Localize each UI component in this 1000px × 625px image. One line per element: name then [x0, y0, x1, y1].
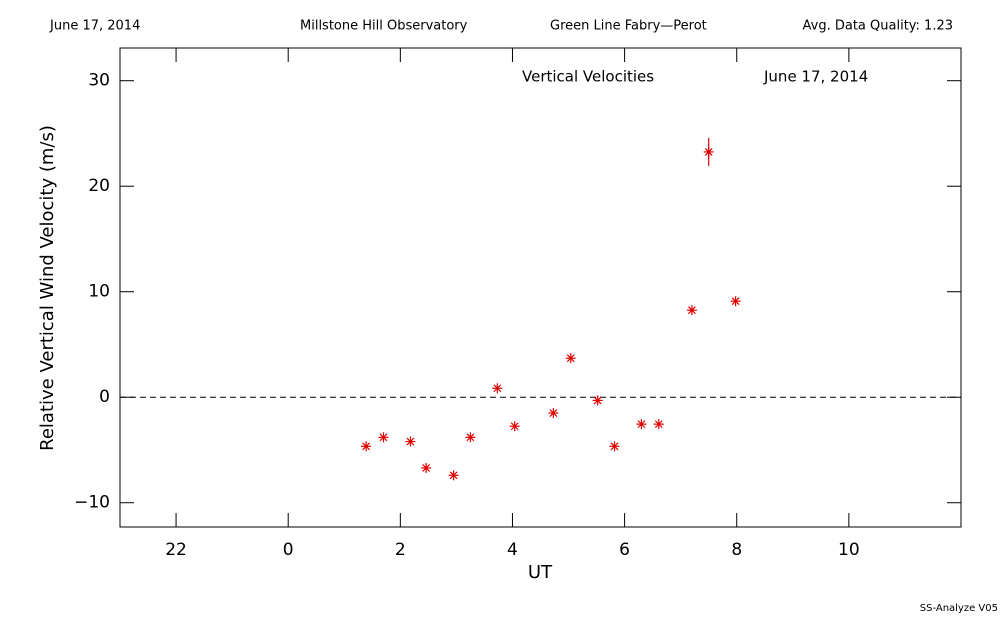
point: [609, 441, 620, 452]
y-tick-label: 0: [99, 387, 110, 407]
star-stroke: [637, 420, 646, 429]
chart-subtitle: June 17, 2014: [763, 68, 868, 86]
point: [405, 436, 416, 447]
y-tick-label: 20: [88, 176, 110, 196]
x-tick-label: 8: [731, 540, 742, 560]
point: [686, 305, 697, 316]
y-axis-label: Relative Vertical Wind Velocity (m/s): [37, 125, 58, 451]
y-tick-label: 10: [88, 282, 110, 302]
point: [492, 383, 503, 394]
x-axis-label: UT: [528, 562, 553, 583]
star-stroke: [731, 297, 740, 306]
star-stroke: [493, 384, 502, 393]
star-stroke: [449, 471, 458, 480]
star-stroke: [566, 354, 575, 363]
star-stroke: [379, 433, 388, 442]
x-tick-label: 4: [507, 540, 518, 560]
point: [465, 432, 476, 443]
header-date: June 17, 2014: [49, 19, 140, 34]
x-tick-label: 0: [283, 540, 294, 560]
x-tick-label: 22: [165, 540, 187, 560]
header-quality: Avg. Data Quality: 1.23: [803, 19, 953, 34]
point: [636, 419, 647, 430]
star-stroke: [406, 437, 415, 446]
star-stroke: [422, 463, 431, 472]
chart-title: Vertical Velocities: [522, 68, 654, 86]
star-stroke: [362, 442, 371, 451]
y-tick-label: −10: [74, 493, 110, 513]
point: [548, 408, 559, 419]
x-tick-label: 2: [395, 540, 406, 560]
star-stroke: [610, 442, 619, 451]
star-stroke: [549, 409, 558, 417]
star-stroke: [687, 306, 696, 315]
y-tick-label: 30: [88, 71, 110, 91]
footer: SS-Analyze V05: [920, 603, 998, 614]
point: [421, 462, 432, 473]
point: [448, 470, 459, 481]
star-stroke: [510, 422, 519, 431]
point: [592, 395, 603, 406]
header-instrument: Green Line Fabry—Perot: [550, 19, 707, 34]
point: [361, 441, 372, 452]
star-stroke: [593, 396, 602, 405]
point: [565, 353, 576, 364]
star-stroke: [466, 433, 475, 442]
point: [378, 432, 389, 443]
header-site: Millstone Hill Observatory: [300, 19, 468, 34]
point: [730, 296, 741, 307]
point: [509, 421, 520, 432]
x-tick-label: 6: [619, 540, 630, 560]
point: [703, 137, 714, 166]
plot-frame: [119, 47, 962, 528]
star-stroke: [654, 420, 663, 429]
x-tick-label: 10: [838, 540, 860, 560]
point: [653, 419, 664, 430]
